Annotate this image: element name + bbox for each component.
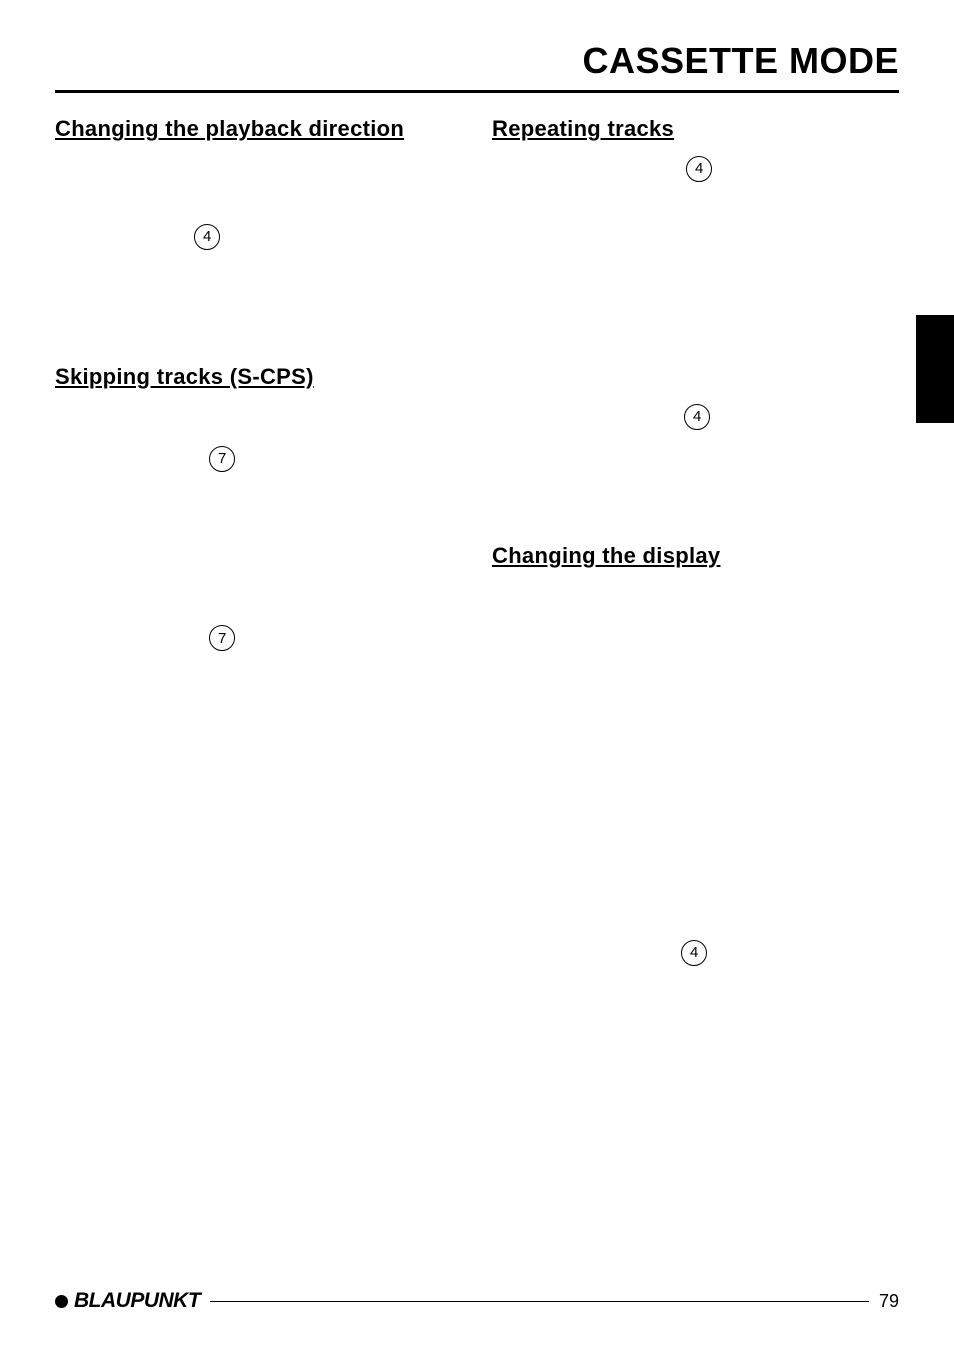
text-fragment: ➮ press the DIS button (492, 942, 681, 962)
text-fragment: ➮ press button 2 (55, 226, 194, 246)
body-text: The Dallas MD70 and Los Angeles MP71 mod… (492, 582, 899, 634)
brand-dot-icon (55, 1295, 68, 1308)
text-fragment: ➮ Press button 4 (RPT) (492, 158, 686, 178)
note-heading: Note: (55, 269, 101, 289)
footer-rule (210, 1301, 869, 1302)
ref-circle-7: 7 (209, 625, 235, 651)
ref-circle-7: 7 (209, 446, 235, 472)
body-text: ➮ press button 4 (RPT) 4 again. (492, 403, 899, 430)
list-item: • Clock alone (492, 787, 899, 813)
body-text: ➮ press button 2 4 . (55, 223, 462, 250)
ref-circle-4: 4 (194, 224, 220, 250)
body-text: ➮ press the button 7 once or several tim… (55, 624, 462, 651)
body-text: ➮ press the DIS button 4 once or several… (492, 939, 899, 966)
body-text: The tape is rewound, "RPT TRCK" appears … (492, 198, 899, 302)
section-heading: Changing the playback direction (55, 113, 462, 145)
section-heading: Skipping tracks (S-CPS) (55, 361, 462, 393)
footer: BLAUPUNKT 79 (55, 1289, 899, 1313)
content-columns: Changing the playback direction To switc… (55, 107, 899, 982)
text-fragment: once or several times. (240, 627, 416, 647)
body-text: ➮ press the button 7 once or several tim… (55, 445, 462, 472)
section-heading: Changing the display (492, 540, 899, 572)
body-text: To repeat the current or select a previo… (55, 582, 462, 608)
text-fragment: again. (715, 406, 764, 426)
text-fragment: . (717, 158, 722, 178)
body-text: "RPT OFF" appears briefly in the display… (492, 446, 899, 524)
list-item: • Side display (SIDE A or SIDE B) with c… (492, 745, 899, 771)
text-fragment: . (225, 226, 230, 246)
text-fragment: ➮ press the (55, 448, 154, 468)
header-rule (55, 90, 899, 93)
right-column: Repeating tracks ➮ Press button 4 (RPT) … (492, 107, 899, 982)
body-text: To select the next or a subsequent track… (55, 403, 462, 429)
body-text: "CPS FF" and the number of tracks to be … (55, 488, 462, 566)
subheading: Stopping the repeat function (492, 319, 899, 345)
body-text: To stop the repeat function, (492, 361, 899, 387)
left-column: Changing the playback direction To switc… (55, 107, 462, 982)
text-fragment: button (154, 448, 209, 468)
ref-circle-4: 4 (681, 940, 707, 966)
page-title: CASSETTE MODE (55, 40, 899, 90)
note-block: Note: The device changes direction autom… (55, 266, 462, 344)
page: CASSETTE MODE Changing the playback dire… (0, 0, 954, 1349)
body-text: To switch between the display options, (492, 897, 899, 923)
page-number: 79 (879, 1291, 899, 1312)
note-body: The device changes direction automatical… (55, 295, 461, 341)
ref-circle-4: 4 (684, 404, 710, 430)
list-item: • Station name or frequency alone (if tr… (492, 829, 899, 881)
side-tab (916, 315, 954, 423)
text-fragment: once or several times. (240, 448, 416, 468)
text-fragment: once or several times. (712, 942, 888, 962)
text-fragment: button (154, 627, 209, 647)
ref-circle-4: 4 (686, 156, 712, 182)
text-fragment: ➮ press the (55, 627, 154, 647)
brand-logo: BLAUPUNKT (55, 1289, 200, 1313)
list-item: • Side display (SIDE A or SIDE B) with s… (492, 650, 899, 728)
section-heading: Repeating tracks (492, 113, 899, 145)
text-fragment: ➮ press button 4 (RPT) (492, 406, 684, 426)
body-text: To switch between the two playback direc… (55, 155, 462, 207)
body-text: "CPS FR" and the number of tracks to be … (55, 667, 462, 745)
brand-text: BLAUPUNKT (74, 1289, 200, 1313)
body-text: ➮ Press button 4 (RPT) 4 . (492, 155, 899, 182)
